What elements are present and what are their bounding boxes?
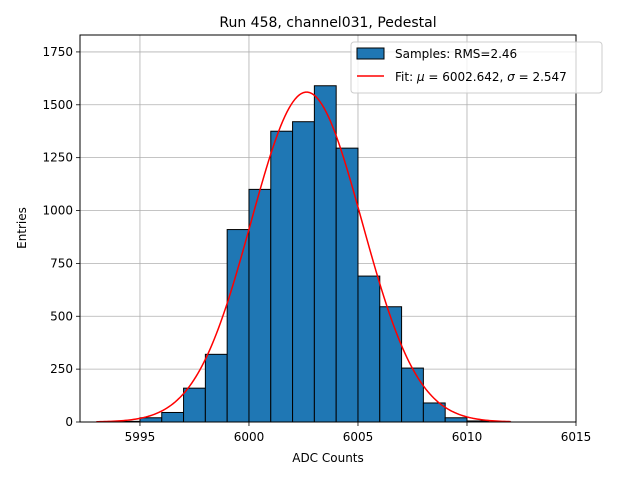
axis-ticks: 5995 6000 6005 6010 6015 0 250 500 750 1000 1250 15… [42,45,591,444]
x-tick-label: 6000 [234,430,265,444]
x-tick-label: 6010 [452,430,483,444]
legend-label-fit: Fit: μ = 6002.642, σ = 2.547 [395,70,567,84]
histogram-bar [313,85,337,423]
histogram-bar [444,417,468,423]
y-tick-label: 1500 [42,98,73,112]
histogram-bar [335,147,359,423]
histogram-bar [379,306,403,423]
x-tick-label: 5995 [125,430,156,444]
histogram-bar [270,130,294,423]
legend: Samples: RMS=2.46 Fit: μ = 6002.642, σ =… [350,41,603,94]
histogram-bar [292,121,315,423]
fit-curve [96,91,511,423]
histogram-bar [248,188,272,423]
histogram-bar [183,387,206,423]
histogram-bar [161,411,185,423]
histogram-bar [139,417,163,423]
histogram-bar [204,353,228,423]
chart-title: Run 458, channel031, Pedestal [219,15,436,31]
legend-swatch-samples [356,47,385,60]
plot-frame [79,34,577,423]
y-tick-label: 750 [50,256,73,270]
x-tick-label: 6005 [343,430,374,444]
y-tick-label: 250 [50,362,73,376]
legend-box [350,41,603,94]
x-axis-label: ADC Counts [292,451,364,465]
histogram-bar [226,229,250,423]
histogram-bar [401,367,424,423]
y-tick-label: 500 [50,309,73,323]
legend-label-samples: Samples: RMS=2.46 [395,47,517,61]
y-tick-label: 0 [65,415,73,429]
y-tick-label: 1000 [42,204,73,218]
y-tick-label: 1250 [42,151,73,165]
histogram-bar [357,275,381,423]
y-tick-label: 1750 [42,45,73,59]
x-tick-label: 6015 [561,430,592,444]
y-axis-label: Entries [15,207,29,249]
